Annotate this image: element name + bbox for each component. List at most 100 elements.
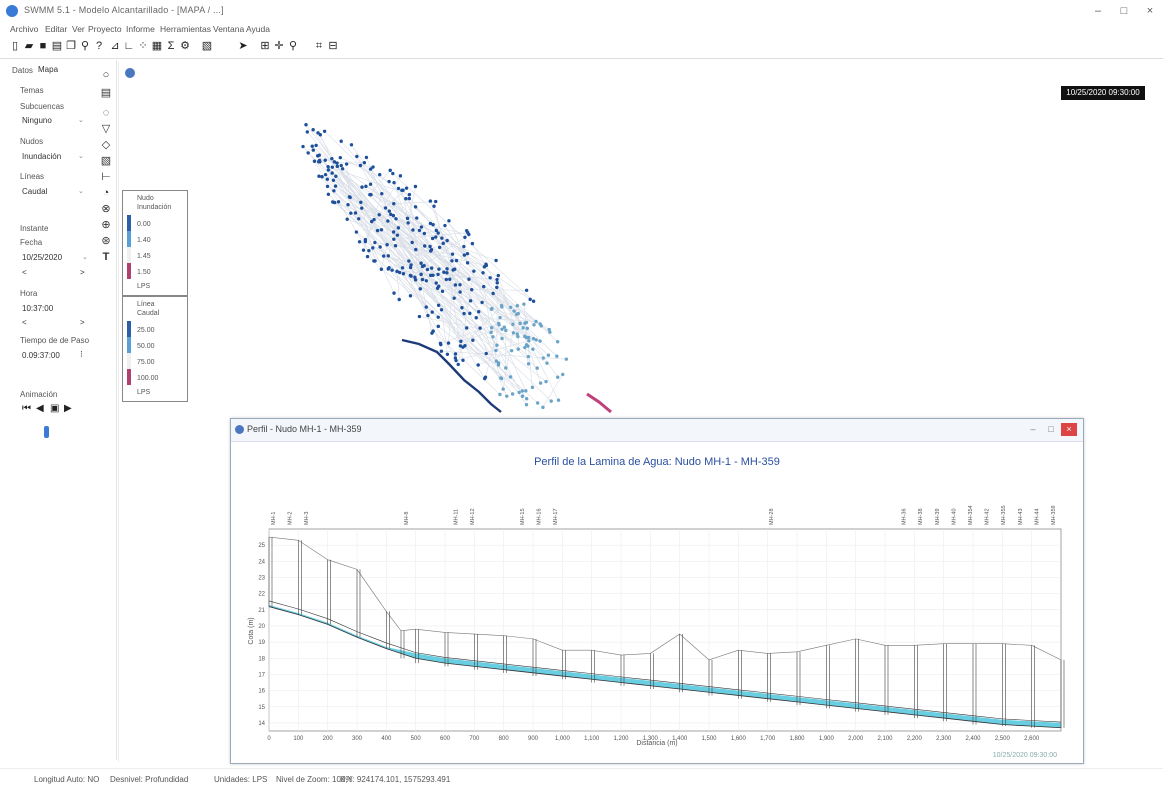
- swmm-app-icon: [6, 5, 18, 17]
- links-select[interactable]: Caudal: [22, 187, 47, 196]
- junction-node: [311, 128, 314, 131]
- junction-node: [331, 165, 334, 168]
- conduit-link: [449, 221, 526, 391]
- stop-icon[interactable]: ▣: [50, 403, 59, 414]
- query-icon[interactable]: ?: [92, 39, 106, 53]
- menu-ventana[interactable]: Ventana: [213, 24, 244, 34]
- raingage-icon[interactable]: ○: [99, 68, 113, 82]
- junction-node: [429, 199, 432, 202]
- find-icon[interactable]: ⚲: [78, 39, 92, 53]
- x-tick-label: 2,500: [995, 736, 1011, 742]
- conduit-link: [423, 237, 465, 266]
- menu-proyecto[interactable]: Proyecto: [88, 24, 122, 34]
- x-tick-label: 100: [293, 736, 304, 742]
- close-button[interactable]: ×: [1137, 3, 1163, 19]
- menu-archivo[interactable]: Archivo: [10, 24, 38, 34]
- node-label: MH-3: [304, 512, 310, 525]
- conduit-link: [397, 271, 399, 299]
- menu-informe[interactable]: Informe: [126, 24, 155, 34]
- pan-icon[interactable]: ✛: [272, 39, 286, 53]
- date-next-button[interactable]: >: [80, 268, 85, 277]
- statistics-icon[interactable]: Σ: [164, 39, 178, 53]
- profile-minimize-button[interactable]: –: [1025, 423, 1041, 436]
- scatter-plot-icon[interactable]: ⁘: [136, 39, 150, 53]
- play-icon[interactable]: ▶: [64, 403, 72, 414]
- zoom-extent-icon[interactable]: ⊞: [258, 39, 272, 53]
- junction-node: [418, 315, 421, 318]
- profile-plot-icon[interactable]: ⊿: [108, 39, 122, 53]
- map-icon[interactable]: ▧: [200, 39, 214, 53]
- rewind-icon[interactable]: ⏮: [22, 403, 31, 414]
- date-prev-button[interactable]: <: [22, 268, 27, 277]
- back-icon[interactable]: ◀: [36, 403, 44, 414]
- junction-node: [436, 273, 439, 276]
- junction-node: [478, 326, 481, 329]
- junction-icon[interactable]: ◌: [99, 106, 113, 120]
- outlet-icon[interactable]: ⊛: [99, 234, 113, 248]
- hour-next-button[interactable]: >: [80, 318, 85, 327]
- legend-value: 100.00: [137, 375, 158, 382]
- subcatchment-icon[interactable]: ▤: [99, 86, 113, 100]
- select-arrow-icon[interactable]: ➤: [236, 39, 250, 53]
- tab-datos[interactable]: Datos: [12, 66, 33, 75]
- weir-icon[interactable]: ⊕: [99, 218, 113, 232]
- elapsed-input[interactable]: 0.09:37:00: [22, 351, 60, 360]
- maximize-button[interactable]: □: [1111, 3, 1137, 19]
- menu-ayuda[interactable]: Ayuda: [246, 24, 270, 34]
- chevron-down-icon[interactable]: ⌄: [78, 187, 84, 195]
- junction-node: [406, 221, 409, 224]
- hour-select[interactable]: 10:37:00: [22, 304, 53, 313]
- save-icon[interactable]: ■: [36, 39, 50, 53]
- pump-icon[interactable]: ◔: [99, 186, 113, 200]
- options-icon[interactable]: ⚙: [178, 39, 192, 53]
- print-icon[interactable]: ▤: [50, 39, 64, 53]
- table-icon[interactable]: ▦: [150, 39, 164, 53]
- hour-prev-button[interactable]: <: [22, 318, 27, 327]
- conduit-icon[interactable]: ⊢: [99, 170, 113, 184]
- new-file-icon[interactable]: ▯: [8, 39, 22, 53]
- vertex-icon[interactable]: ⌗: [312, 39, 326, 53]
- chart-title: Perfil de la Lamina de Agua: Nudo MH-1 -…: [534, 456, 780, 468]
- chevron-down-icon[interactable]: ⌄: [78, 152, 84, 160]
- junction-node: [496, 281, 499, 284]
- menu-herramientas[interactable]: Herramientas: [160, 24, 211, 34]
- status-offsets[interactable]: Desnivel: Profundidad: [110, 775, 188, 784]
- nodes-select[interactable]: Inundación: [22, 152, 61, 161]
- link-legend[interactable]: Línea Caudal 25.00 50.00 75.00 100.00 LP…: [122, 296, 188, 402]
- zoom-icon[interactable]: ⚲: [286, 39, 300, 53]
- junction-node: [516, 304, 519, 307]
- label-icon[interactable]: T: [99, 250, 113, 264]
- junction-node: [425, 305, 428, 308]
- copy-icon[interactable]: ❐: [64, 39, 78, 53]
- status-units[interactable]: Unidades: LPS: [214, 775, 267, 784]
- open-folder-icon[interactable]: ▰: [22, 39, 36, 53]
- menu-editar[interactable]: Editar: [45, 24, 67, 34]
- orifice-icon[interactable]: ⊗: [99, 202, 113, 216]
- conduit-link: [391, 214, 456, 285]
- node-legend[interactable]: Nudo Inundación 0.00 1.40 1.45 1.50 LPS: [122, 190, 188, 296]
- spin-icon[interactable]: ⁝: [80, 349, 83, 360]
- chevron-down-icon[interactable]: ⌄: [82, 253, 88, 261]
- junction-node: [495, 344, 498, 347]
- junction-node: [406, 217, 409, 220]
- node-label: MH-36: [902, 508, 908, 525]
- outfall-icon[interactable]: ▽: [99, 122, 113, 136]
- profile-maximize-button[interactable]: □: [1043, 423, 1059, 436]
- tab-mapa[interactable]: Mapa: [38, 65, 58, 74]
- chevron-down-icon[interactable]: ⌄: [78, 116, 84, 124]
- speed-slider[interactable]: [44, 426, 49, 438]
- date-select[interactable]: 10/25/2020: [22, 253, 62, 262]
- conduit-link: [525, 323, 527, 345]
- conduit-link: [307, 132, 437, 288]
- subcatch-select[interactable]: Ninguno: [22, 116, 52, 125]
- junction-node: [423, 232, 426, 235]
- divider-icon[interactable]: ◇: [99, 138, 113, 152]
- profile-close-button[interactable]: ×: [1061, 423, 1077, 436]
- minimize-button[interactable]: –: [1085, 3, 1111, 19]
- status-auto-length[interactable]: Longitud Auto: NO: [34, 775, 99, 784]
- time-series-icon[interactable]: ∟: [122, 39, 136, 53]
- full-extent-icon[interactable]: ⊟: [326, 39, 340, 53]
- menu-ver[interactable]: Ver: [72, 24, 85, 34]
- storage-icon[interactable]: ▧: [99, 154, 113, 168]
- profile-plot-window[interactable]: Perfil - Nudo MH-1 - MH-359 – □ × Perfil…: [230, 418, 1084, 764]
